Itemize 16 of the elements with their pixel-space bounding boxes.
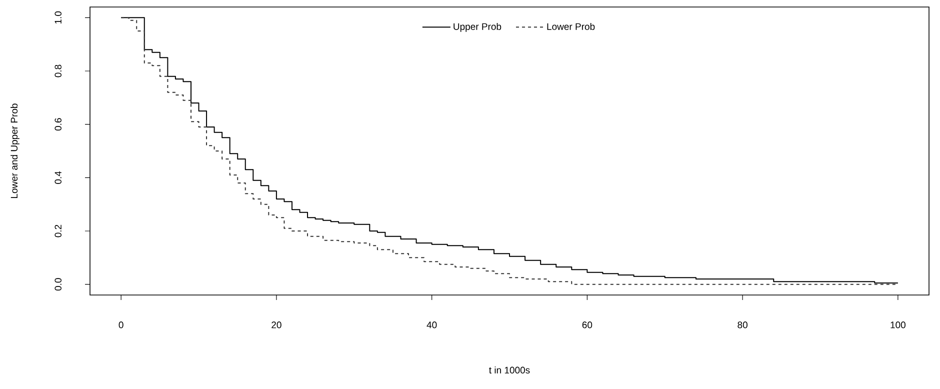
x-tick-label: 60 xyxy=(582,322,592,328)
y-tick-label: 0.6 xyxy=(54,118,62,131)
legend-label: Lower Prob xyxy=(547,22,595,30)
y-tick-label: 0.4 xyxy=(54,171,62,184)
x-tick-label: 100 xyxy=(890,322,906,328)
y-tick-label: 0.0 xyxy=(54,278,62,291)
x-tick-label: 80 xyxy=(738,322,748,328)
y-tick-label: 1.0 xyxy=(54,11,62,24)
y-tick-label: 0.8 xyxy=(54,64,62,78)
x-axis-title: t in 1000s xyxy=(489,366,530,374)
x-tick-label: 0 xyxy=(118,322,124,328)
y-axis-title: Lower and Upper Prob xyxy=(10,104,20,198)
legend-label: Upper Prob xyxy=(454,22,502,32)
x-tick-label: 20 xyxy=(272,322,282,328)
x-tick-label: 40 xyxy=(426,322,437,328)
y-tick-label: 0.2 xyxy=(54,224,62,238)
